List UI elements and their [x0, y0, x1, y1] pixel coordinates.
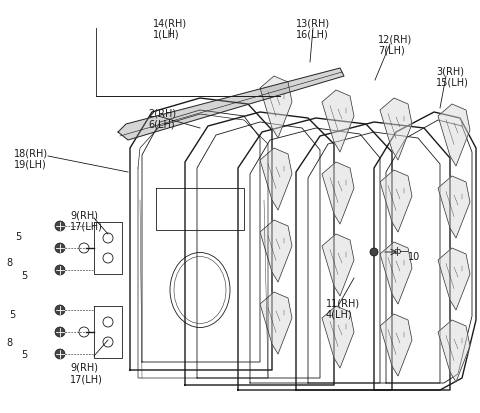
Polygon shape [438, 104, 470, 166]
Text: 10: 10 [408, 252, 420, 262]
Text: 9(RH)
17(LH): 9(RH) 17(LH) [70, 363, 103, 385]
Polygon shape [438, 176, 470, 238]
Polygon shape [118, 68, 344, 140]
Circle shape [55, 265, 65, 275]
Polygon shape [322, 306, 354, 368]
Text: 11(RH)
4(LH): 11(RH) 4(LH) [326, 298, 360, 320]
Polygon shape [380, 242, 412, 304]
Text: 14(RH)
1(LH): 14(RH) 1(LH) [153, 18, 187, 40]
Text: 3(RH)
15(LH): 3(RH) 15(LH) [436, 66, 469, 88]
Text: 5: 5 [9, 310, 15, 320]
Polygon shape [322, 90, 354, 152]
Text: 13(RH)
16(LH): 13(RH) 16(LH) [296, 18, 330, 40]
Text: 8: 8 [6, 258, 12, 268]
Text: 18(RH)
19(LH): 18(RH) 19(LH) [14, 148, 48, 170]
Circle shape [55, 221, 65, 231]
Text: 8: 8 [6, 338, 12, 348]
Polygon shape [260, 292, 292, 354]
Text: 9(RH)
17(LH): 9(RH) 17(LH) [70, 210, 103, 232]
Text: 5: 5 [21, 350, 27, 360]
Circle shape [55, 349, 65, 359]
Polygon shape [380, 170, 412, 232]
Polygon shape [260, 148, 292, 210]
Polygon shape [438, 248, 470, 310]
Circle shape [55, 243, 65, 253]
Polygon shape [380, 314, 412, 376]
Polygon shape [438, 320, 470, 382]
Text: ф—: ф— [393, 247, 408, 256]
Polygon shape [322, 234, 354, 296]
Text: 5: 5 [15, 232, 21, 242]
Polygon shape [260, 76, 292, 138]
Polygon shape [322, 162, 354, 224]
Text: 5: 5 [21, 271, 27, 281]
Text: 2(RH)
6(LH): 2(RH) 6(LH) [148, 108, 176, 130]
Polygon shape [260, 220, 292, 282]
Circle shape [370, 248, 378, 256]
Text: 12(RH)
7(LH): 12(RH) 7(LH) [378, 34, 412, 56]
Circle shape [55, 327, 65, 337]
Circle shape [55, 305, 65, 315]
Polygon shape [380, 98, 412, 160]
